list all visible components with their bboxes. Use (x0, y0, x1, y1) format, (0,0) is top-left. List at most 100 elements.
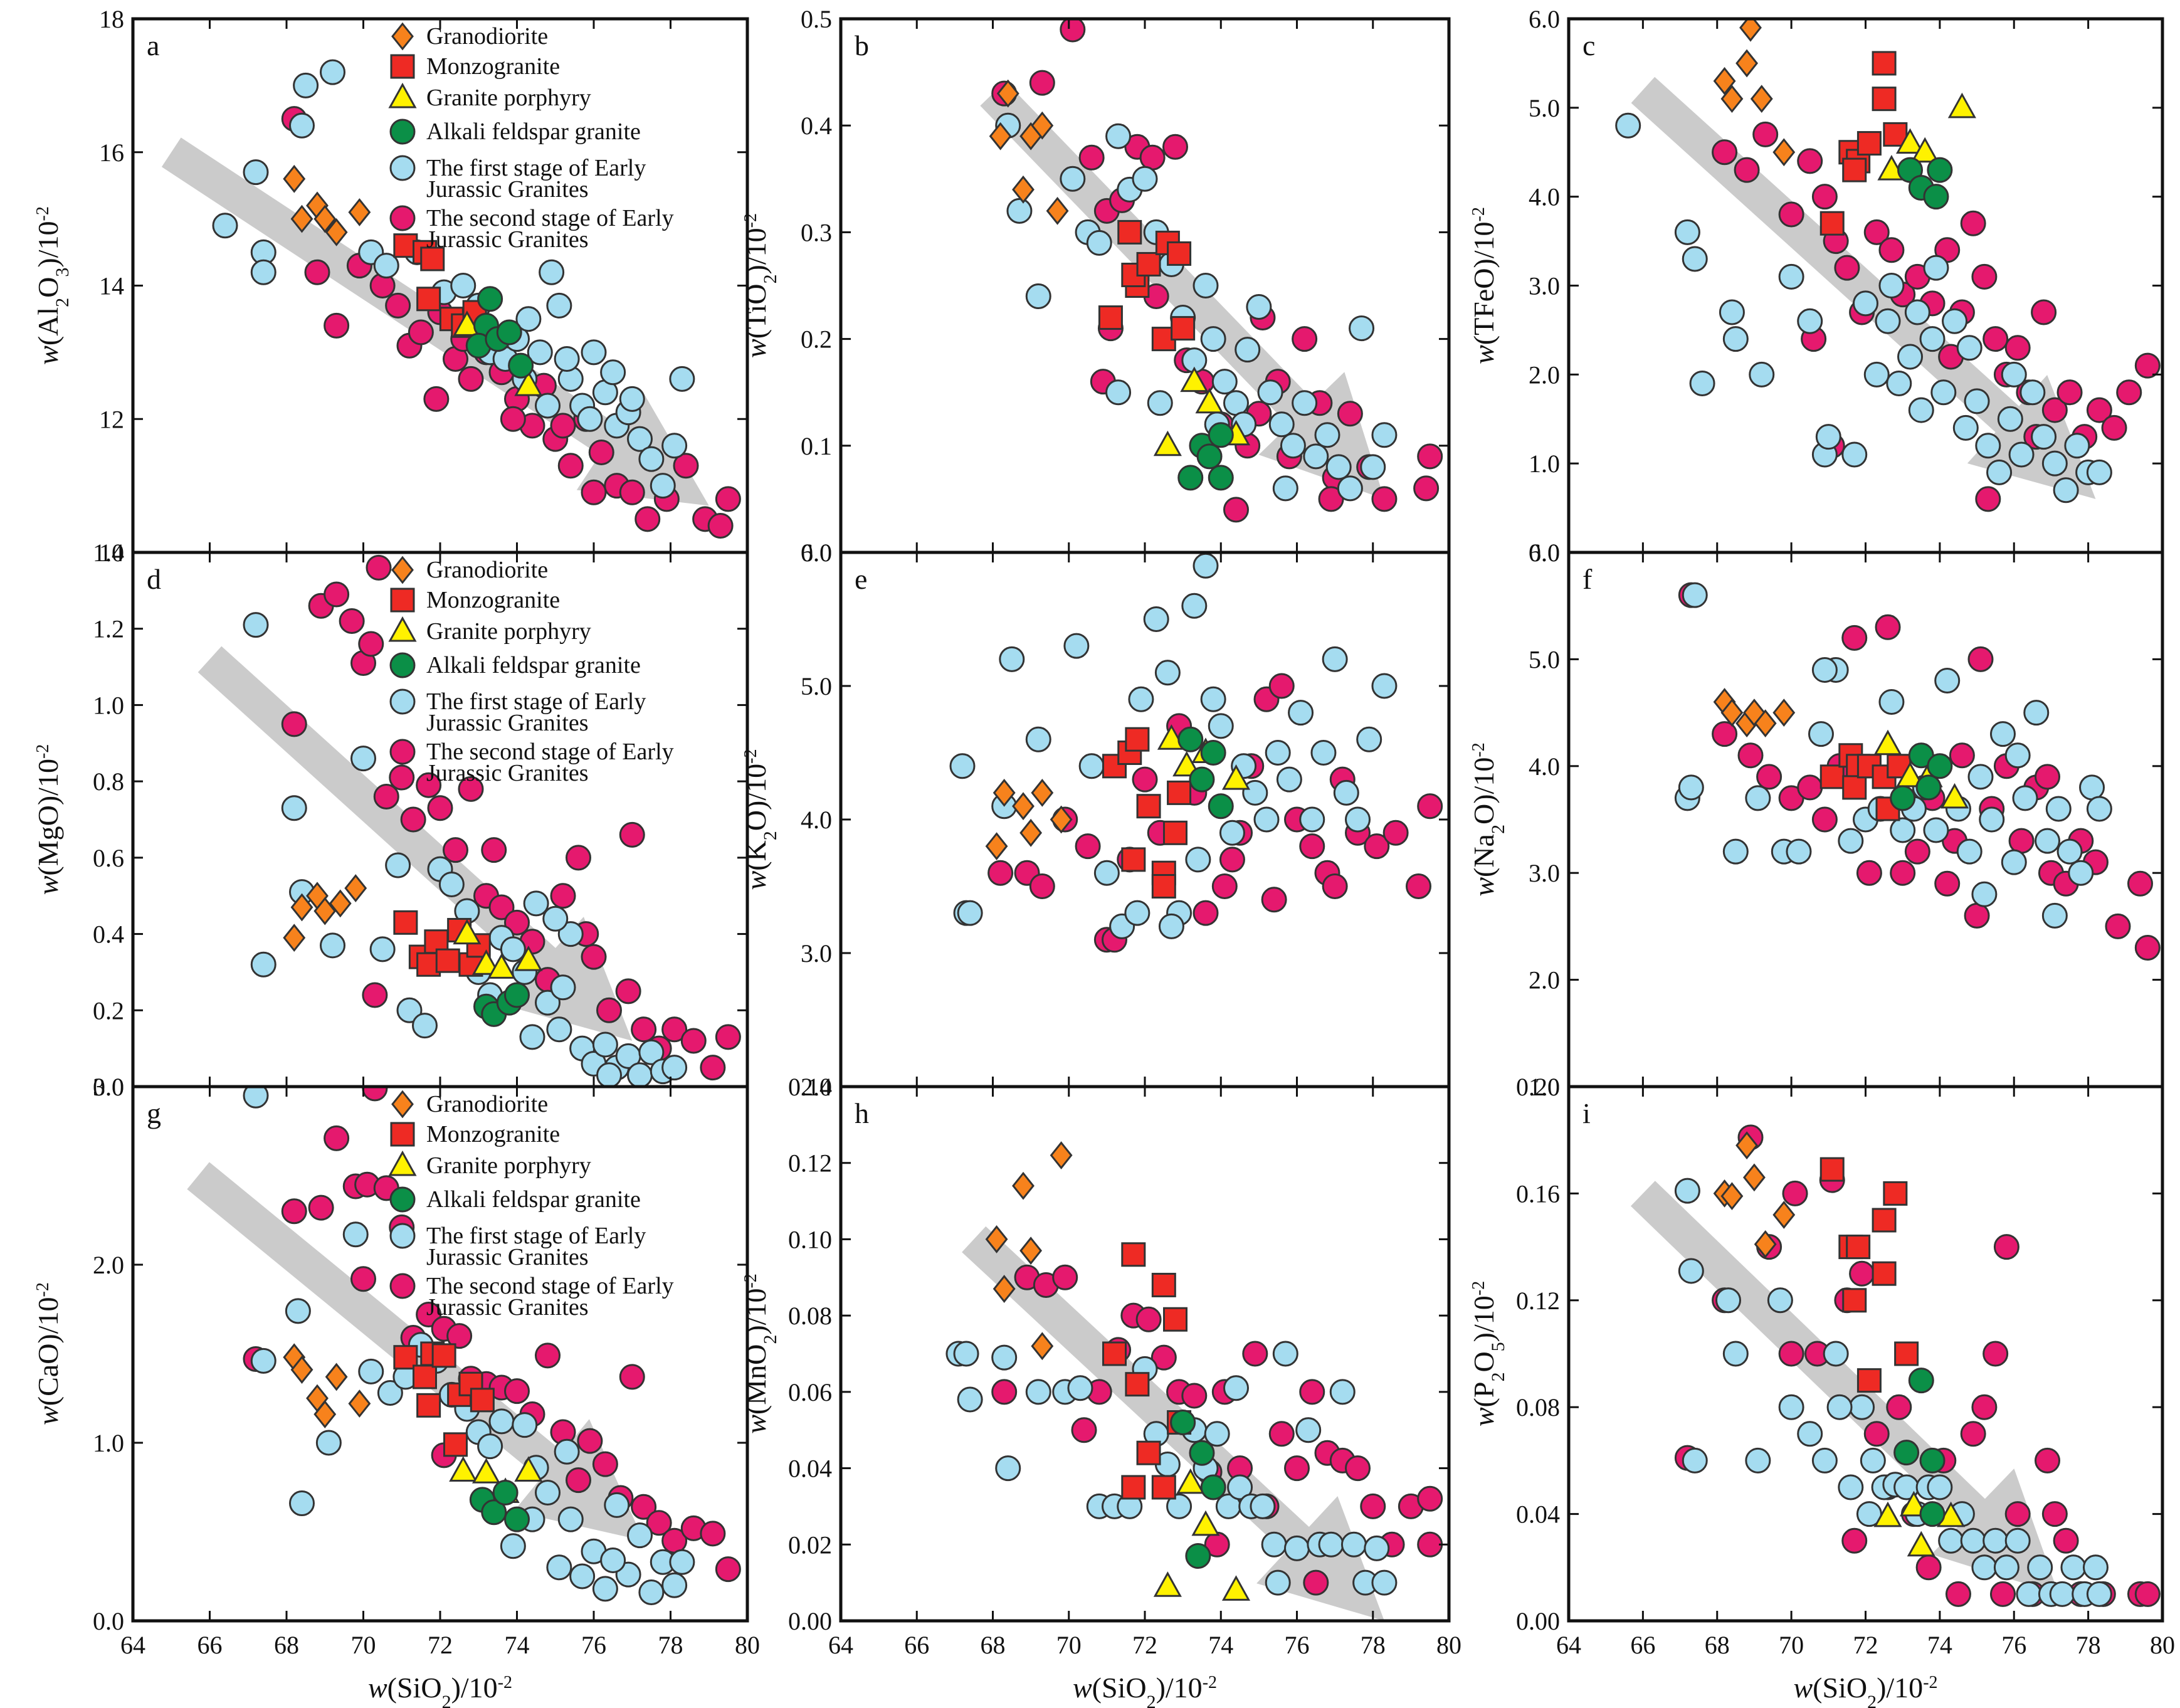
first-stage-point (1808, 721, 1834, 747)
alkali-feldspar-granite-point (504, 1506, 530, 1532)
x-axis-title: w(SiO2)/10-2 (1073, 1672, 1217, 1708)
granodiorite-point (1012, 175, 1035, 204)
y-tick-label: 4.0 (801, 806, 832, 834)
first-stage-point (1678, 774, 1704, 801)
first-stage-point (2086, 1581, 2112, 1607)
first-stage-point (535, 393, 561, 419)
granodiorite-point (1046, 196, 1069, 225)
second-stage-point (2134, 934, 2161, 961)
legend: Granodiorite Monzogranite Granite porphyry… (388, 556, 674, 786)
first-stage-point (546, 1554, 572, 1581)
second-stage-point (504, 909, 530, 936)
y-title-exp: -2 (1469, 207, 1488, 221)
second-stage-point (1223, 497, 1249, 523)
y-title-exp: -2 (1469, 742, 1488, 757)
first-stage-point (1838, 828, 1864, 854)
y-title-sub2: 3 (52, 268, 73, 277)
second-stage-point (446, 1323, 473, 1349)
first-stage-point (604, 1492, 630, 1518)
legend-label-second-stage: Jurassic Granites (426, 1294, 589, 1321)
first-stage-point (1265, 740, 1291, 766)
y-tick-label: 6.0 (801, 539, 832, 567)
first-stage-point (1223, 1375, 1249, 1401)
second-stage-point (1983, 1341, 2009, 1367)
legend-label-second-stage: The second stage of Early (426, 1273, 674, 1299)
plot-area-g (187, 1087, 741, 1606)
first-stage-point (512, 1412, 538, 1438)
first-stage-point (1322, 646, 1348, 672)
x-title-oxide: (SiO (387, 1672, 442, 1704)
first-stage-point (293, 72, 319, 98)
second-stage-point (458, 776, 484, 802)
second-stage-point (1797, 148, 1823, 174)
first-stage-point (243, 1087, 269, 1109)
first-stage-point (1006, 198, 1033, 224)
legend-marker-second-stage (389, 739, 416, 765)
first-stage-point (1715, 1287, 1742, 1314)
second-stage-point (1364, 833, 1390, 860)
granite-porphyry-point (1947, 92, 1976, 119)
first-stage-point (1964, 388, 1990, 414)
panel-letter: i (1582, 1097, 1591, 1129)
alkali-feldspar-granite-point (504, 982, 530, 1008)
x-tick-label: 70 (1056, 1631, 1082, 1659)
granite-porphyry-point (1907, 1531, 1935, 1557)
y-tick-label: 0.12 (1516, 1287, 1560, 1315)
second-stage-point (1075, 833, 1101, 860)
y-tick-label: 2.0 (1529, 966, 1560, 994)
first-stage-point (669, 366, 695, 392)
alkali-feldspar-granite-point (1919, 1447, 1946, 1473)
monzogranite-point (443, 1432, 468, 1457)
second-stage-point (1132, 766, 1158, 793)
first-stage-point (999, 646, 1025, 672)
second-stage-point (566, 1467, 591, 1494)
second-stage-point (550, 413, 576, 439)
y-tick-label: 1.0 (93, 1429, 124, 1457)
first-stage-point (1257, 379, 1283, 406)
y-tick-label: 0.16 (1516, 1179, 1560, 1208)
first-stage-point (373, 253, 399, 279)
monzogranite-point (1171, 316, 1196, 341)
y-tick-label: 0.0 (1529, 539, 1560, 567)
y-title-unit: )/10 (32, 759, 64, 805)
second-stage-point (1983, 326, 2009, 352)
plot-area-c (1615, 19, 2161, 512)
y-tick-label: 18 (99, 5, 124, 33)
second-stage-point (991, 1379, 1018, 1405)
plot-area-i (1630, 1124, 2161, 1607)
second-stage-point (588, 439, 614, 465)
series-monzogranite (1819, 1157, 1919, 1393)
first-stage-point (542, 905, 569, 932)
y-tick-label: 0.04 (1516, 1500, 1560, 1529)
first-stage-point (2008, 441, 2035, 468)
second-stage-point (715, 1556, 741, 1583)
first-stage-point (1333, 779, 1359, 806)
first-stage-point (1934, 667, 1961, 693)
alkali-feldspar-granite-point (1177, 465, 1204, 491)
plot-area-b (980, 19, 1443, 523)
second-stage-point (1960, 210, 1986, 236)
monzogranite-point (1872, 1261, 1897, 1286)
y-tick-label: 1.4 (93, 539, 124, 567)
panel-a: 10 12 14 16 18 a w(Al2O3)/10-2 Granodiorite Monz… (32, 5, 749, 567)
legend: Granodiorite Monzogranite Granite porphyry… (388, 1090, 674, 1321)
granite-porphyry-point (514, 370, 543, 396)
y-title-tail: O (1468, 1351, 1500, 1372)
first-stage-point (1993, 1554, 2019, 1581)
second-stage-point (1413, 475, 1440, 502)
first-stage-point (661, 1572, 688, 1598)
monzogranite-point (1819, 764, 1845, 789)
first-stage-point (1193, 273, 1219, 298)
second-stage-point (619, 821, 645, 848)
second-stage-point (1964, 902, 1990, 929)
panel-g: 64 66 68 70 72 74 76 78 800.01.02.03.0gw(CaO)/10… (32, 1073, 760, 1708)
y-title-exp: -2 (33, 206, 53, 221)
second-stage-point (1382, 820, 1409, 846)
alkali-feldspar-granite-point (1185, 1543, 1211, 1569)
second-stage-point (581, 479, 607, 505)
first-stage-point (638, 1579, 665, 1606)
first-stage-point (2068, 860, 2094, 886)
first-stage-point (289, 112, 315, 139)
second-stage-point (423, 386, 450, 412)
legend-label-granite-porphyry: Granite porphyry (426, 618, 591, 645)
